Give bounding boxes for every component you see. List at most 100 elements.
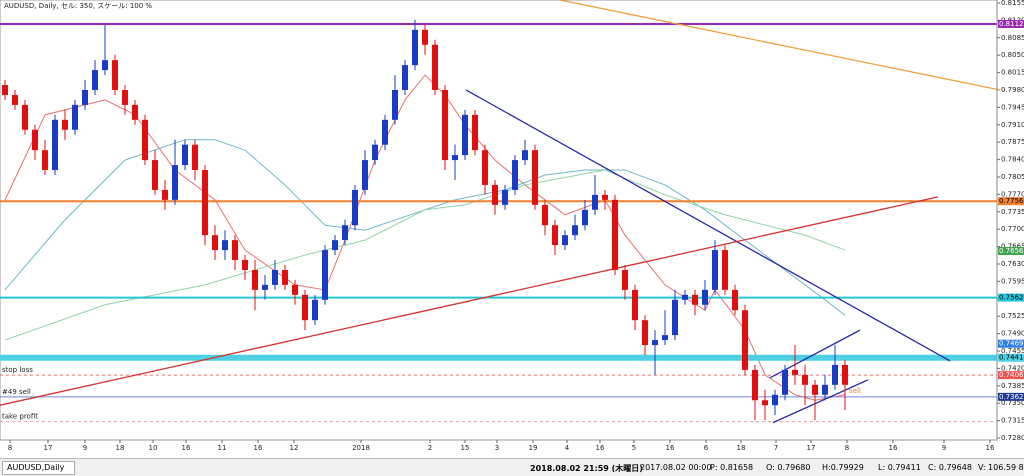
candle-body	[692, 294, 698, 305]
candle-body	[272, 269, 278, 285]
status-bar: AUDUSD,Daily 2018.08.02 21:59 (木曜日) 2017…	[0, 458, 1024, 476]
candle-body	[772, 394, 778, 406]
candle-body	[62, 119, 68, 130]
candle-body	[732, 289, 738, 311]
candle-body	[552, 225, 558, 246]
y-tick-label: 0.72800	[1001, 434, 1024, 442]
sell-annotation: sell	[849, 387, 861, 395]
price-tag	[998, 293, 1024, 302]
candle-body	[2, 85, 8, 95]
status-time: 2018.08.02 21:59 (木曜日)	[530, 464, 643, 473]
candle-body	[562, 235, 568, 246]
candle-body	[662, 335, 668, 341]
x-tick-label: 16	[254, 444, 263, 452]
x-tick-label: 8	[845, 444, 849, 452]
candle-body	[842, 364, 848, 385]
trendline	[0, 196, 939, 406]
candle-body	[92, 70, 98, 90]
candle-body	[312, 299, 318, 321]
moving-average	[4, 74, 846, 401]
candle-body	[672, 299, 678, 336]
candle-body	[532, 150, 538, 205]
candle-body	[192, 144, 198, 171]
candle-body	[402, 65, 408, 90]
symbol-tab[interactable]: AUDUSD,Daily	[2, 461, 76, 475]
candle-body	[162, 189, 168, 200]
candle-body	[42, 150, 48, 171]
candle-body	[242, 260, 248, 270]
candle-body	[22, 104, 28, 130]
candle-body	[802, 374, 808, 385]
candle-body	[72, 104, 78, 130]
x-tick-label: 3	[495, 444, 499, 452]
price-tag	[998, 19, 1024, 28]
candle-body	[142, 119, 148, 161]
candle-body	[482, 150, 488, 185]
candle-body	[292, 284, 298, 295]
candle-body	[512, 160, 518, 190]
candle-body	[302, 294, 308, 321]
candle-body	[522, 150, 528, 161]
candle-body	[502, 189, 508, 205]
candle-body	[452, 155, 458, 161]
candle-body	[542, 204, 548, 226]
x-tick-label: 2018	[352, 444, 370, 452]
candle-body	[212, 235, 218, 251]
x-tick-label: 17	[807, 444, 816, 452]
price-tag-label: 0.74415	[999, 354, 1024, 362]
price-tag	[998, 197, 1024, 206]
candle-body	[742, 310, 748, 370]
level-label: #49 sell	[2, 388, 31, 396]
chart: AUDUSD, Daily, セル: 350, スケール: 100 % 0.81…	[0, 0, 1024, 452]
level-label: take profit	[2, 413, 38, 421]
x-tick-label: 8	[8, 444, 12, 452]
x-tick-label: 5	[632, 444, 636, 452]
candle-body	[722, 250, 728, 290]
candle-body	[812, 384, 818, 395]
candle-body	[822, 384, 828, 395]
x-tick-label: 4	[565, 444, 570, 452]
x-tick-label: 18	[116, 444, 125, 452]
candle-body	[112, 60, 118, 90]
candle-body	[422, 29, 428, 45]
candle-body	[602, 194, 608, 200]
candle-body	[362, 160, 368, 190]
candle-body	[612, 199, 618, 270]
candle-body	[172, 165, 178, 200]
price-tag-label: 0.74065	[999, 371, 1024, 379]
candle-body	[582, 209, 588, 226]
candle-body	[122, 89, 128, 105]
x-tick-label: 16	[596, 444, 605, 452]
price-tag	[998, 246, 1024, 255]
x-tick-label: 17	[44, 444, 53, 452]
x-tick-label: 7	[774, 444, 778, 452]
status-low: L: 0.79411	[878, 463, 921, 472]
candle-body	[472, 114, 478, 151]
status-price: P: 0.81658	[710, 463, 754, 472]
candle-body	[592, 194, 598, 210]
x-tick-label: 9	[942, 444, 946, 452]
candle-body	[492, 184, 498, 205]
candle-body	[712, 250, 718, 290]
candle-body	[82, 89, 88, 105]
candle-body	[652, 340, 658, 346]
x-tick-label: 15	[461, 444, 470, 452]
candle-body	[382, 119, 388, 145]
candle-body	[832, 364, 838, 385]
x-tick-label: 16	[666, 444, 675, 452]
candle-body	[332, 240, 338, 251]
